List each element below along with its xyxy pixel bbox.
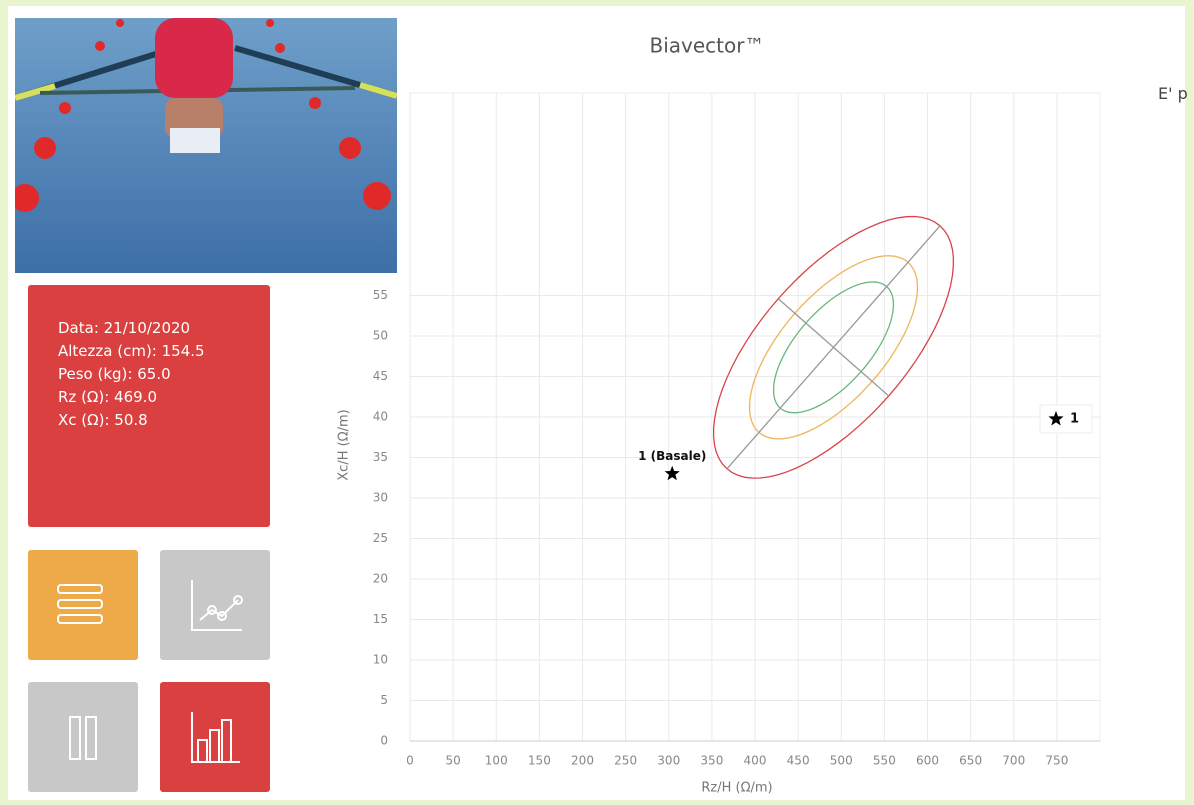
- x-tick-label: 700: [1002, 754, 1025, 768]
- bar-button[interactable]: [160, 682, 270, 792]
- y-tick-label: 25: [373, 531, 388, 545]
- point: [664, 465, 680, 481]
- info-line: Data: 21/10/2020: [58, 319, 191, 337]
- icon: [57, 584, 103, 624]
- x-tick-label: 200: [571, 754, 594, 768]
- x-tick-label: 600: [916, 754, 939, 768]
- y-tick-label: 55: [373, 288, 388, 302]
- x-tick-label: 300: [657, 754, 680, 768]
- x-tick-label: 150: [528, 754, 551, 768]
- y-tick-label: 0: [380, 734, 388, 748]
- y-axis-label: Xc/H (Ω/m): [337, 409, 352, 480]
- y-tick-label: 10: [373, 653, 388, 667]
- icon: [191, 580, 243, 631]
- icon: [69, 716, 97, 760]
- y-tick-label: 35: [373, 450, 388, 464]
- scatter-button[interactable]: [160, 550, 270, 660]
- compare-button[interactable]: [28, 682, 138, 792]
- x-tick-label: 0: [406, 754, 414, 768]
- x-tick-label: 100: [485, 754, 508, 768]
- side-text: E' p: [1158, 84, 1188, 103]
- legend-box: [1039, 404, 1093, 434]
- x-tick-label: 750: [1045, 754, 1068, 768]
- x-tick-label: 450: [787, 754, 810, 768]
- x-axis-label: Rz/H (Ω/m): [701, 781, 772, 796]
- info-line: Altezza (cm): 154.5: [58, 342, 205, 360]
- x-tick-label: 50: [445, 754, 460, 768]
- y-tick-label: 40: [373, 410, 388, 424]
- x-tick-label: 650: [959, 754, 982, 768]
- y-tick-label: 5: [380, 693, 388, 707]
- y-tick-label: 30: [373, 491, 388, 505]
- info-line: Peso (kg): 65.0: [58, 365, 171, 383]
- x-tick-label: 400: [744, 754, 767, 768]
- photo: [15, 18, 397, 273]
- y-tick-label: 50: [373, 329, 388, 343]
- x-tick-label: 500: [830, 754, 853, 768]
- x-tick-label: 350: [700, 754, 723, 768]
- x-tick-label: 250: [614, 754, 637, 768]
- data-label: 1 (Basale): [638, 449, 706, 463]
- chart: Biavector™ Rz/H (Ω/m) Xc/H (Ω/m) 0 50 100 1…: [337, 34, 1101, 796]
- x-tick-label: 550: [873, 754, 896, 768]
- legend-marker: [1048, 411, 1064, 426]
- info-line: Xc (Ω): 50.8: [58, 411, 148, 429]
- info-line: Rz (Ω): 469.0: [58, 388, 157, 406]
- y-tick-label: 20: [373, 572, 388, 586]
- chart-title: Biavector™: [650, 34, 765, 58]
- legend-label: 1: [1070, 412, 1079, 427]
- info-box: Data: 21/10/2020 Altezza (cm): 154.5 Pes…: [28, 285, 270, 527]
- icon: [191, 712, 240, 763]
- y-tick-label: 15: [373, 612, 388, 626]
- y-tick-label: 45: [373, 369, 388, 383]
- list-button[interactable]: [28, 550, 138, 660]
- ellipse-axis: [777, 298, 890, 397]
